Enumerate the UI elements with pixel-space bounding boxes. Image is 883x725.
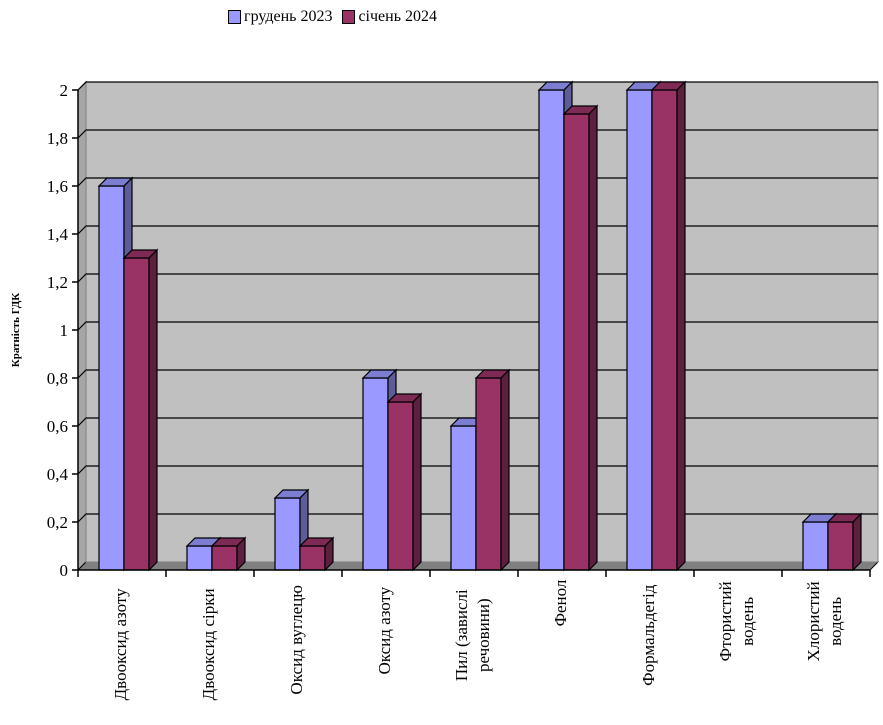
bar — [362, 377, 389, 571]
bar — [98, 185, 125, 571]
x-tick-label-line: Оксид вуглецю — [287, 585, 306, 695]
legend-label-series-1: грудень 2023 — [244, 8, 333, 25]
x-tick-label: Формальдегід — [639, 584, 658, 686]
bar-side — [676, 80, 686, 572]
bar — [211, 545, 238, 571]
x-tick-label: Хлористий водень — [804, 581, 845, 661]
x-tick-label: Фенол — [551, 579, 570, 626]
gridline — [77, 513, 878, 523]
legend-item-series-2: січень 2024 — [342, 8, 437, 26]
y-tick-label: 1,2 — [47, 273, 68, 292]
y-tick-label: 0,2 — [47, 513, 68, 532]
x-tick-label-line: Фенол — [551, 579, 570, 626]
gridline — [77, 369, 878, 379]
bar-side — [236, 536, 246, 572]
y-tick-label: 0,8 — [47, 369, 68, 388]
legend-swatch-series-2 — [342, 10, 356, 24]
gridline — [77, 81, 878, 91]
y-tick-label: 0,6 — [47, 417, 68, 436]
y-tick-label: 1,4 — [47, 225, 69, 244]
gridline — [77, 465, 878, 475]
gridline — [77, 321, 878, 331]
y-tick-label: 0 — [60, 561, 69, 580]
bar — [626, 89, 653, 571]
bar — [563, 113, 590, 571]
x-tick-label-line: Двооксид сірки — [199, 588, 218, 700]
y-tick-label: 1,8 — [47, 129, 68, 148]
y-tick-label: 2 — [60, 81, 69, 100]
gridline — [77, 417, 878, 427]
bar — [387, 401, 414, 571]
gridline — [77, 177, 878, 187]
x-tick-label-line: Двооксид азоту — [111, 588, 130, 701]
legend: грудень 2023 січень 2024 — [228, 8, 447, 26]
gridline — [77, 129, 878, 139]
bar — [274, 497, 301, 571]
gridline — [77, 225, 878, 235]
bar — [475, 377, 502, 571]
x-tick-label: Оксид вуглецю — [287, 585, 306, 695]
x-tick-label-line: Хлористий — [804, 581, 823, 661]
bar — [299, 545, 326, 571]
bar — [123, 257, 150, 571]
x-tick-label: Двооксид сірки — [199, 588, 218, 700]
x-tick-label-line: Формальдегід — [639, 584, 658, 686]
y-tick-label: 1 — [60, 321, 69, 340]
bar-side — [588, 104, 598, 572]
bar — [186, 545, 213, 571]
legend-label-series-2: січень 2024 — [358, 8, 438, 25]
x-tick-label-line: водень — [826, 597, 845, 646]
bar-side — [412, 392, 422, 572]
bar-side — [852, 512, 862, 572]
bar-side — [148, 248, 158, 572]
bar-side — [324, 536, 334, 572]
bar — [827, 521, 854, 571]
x-tick-label: Фтористий водень — [716, 581, 757, 661]
y-tick-label: 1,6 — [47, 177, 68, 196]
x-tick-label-line: водень — [738, 597, 757, 646]
legend-item-series-1: грудень 2023 — [228, 8, 332, 26]
x-tick-label-line: речовини) — [474, 598, 493, 672]
x-tick-label-line: Пил (завислі — [452, 589, 471, 681]
bar — [802, 521, 829, 571]
y-tick-label: 0,4 — [47, 465, 69, 484]
x-tick-label: Пил (завислі речовини) — [452, 589, 493, 681]
x-tick-label-line: Оксид азоту — [375, 586, 394, 674]
bar — [450, 425, 477, 571]
x-tick-label-line: Фтористий — [716, 581, 735, 661]
bar — [538, 89, 565, 571]
gridline — [77, 273, 878, 283]
y-axis-title: Кратність ГДК — [10, 293, 22, 368]
bar-side — [500, 368, 510, 572]
legend-swatch-series-1 — [228, 10, 241, 24]
x-tick-label: Двооксид азоту — [111, 588, 130, 701]
bar — [651, 89, 678, 571]
x-tick-label: Оксид азоту — [375, 586, 394, 674]
